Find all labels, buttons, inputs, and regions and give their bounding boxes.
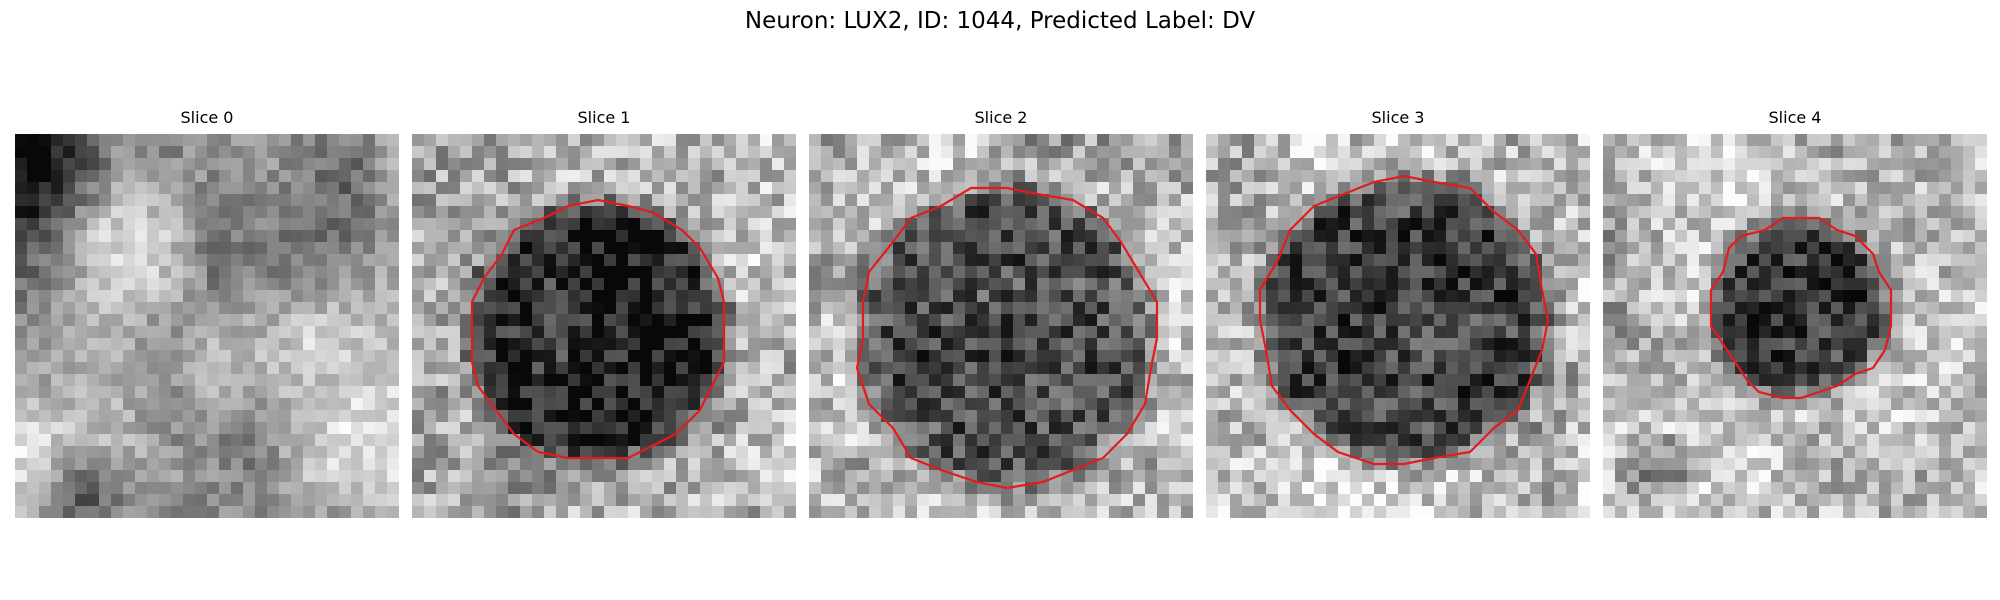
slice-title: Slice 2 <box>809 108 1193 127</box>
slice-image <box>809 134 1193 518</box>
slice-svg <box>412 134 796 518</box>
slice-image <box>412 134 796 518</box>
slice-title: Slice 1 <box>412 108 796 127</box>
slice-svg <box>1603 134 1987 518</box>
slice-image <box>1206 134 1590 518</box>
slice-title: Slice 0 <box>15 108 399 127</box>
slice-svg <box>1206 134 1590 518</box>
figure-title: Neuron: LUX2, ID: 1044, Predicted Label:… <box>0 8 2000 34</box>
slice-svg <box>809 134 1193 518</box>
slice-title: Slice 4 <box>1603 108 1987 127</box>
slice-image <box>15 134 399 518</box>
slice-title: Slice 3 <box>1206 108 1590 127</box>
slice-svg <box>15 134 399 518</box>
slice-image <box>1603 134 1987 518</box>
